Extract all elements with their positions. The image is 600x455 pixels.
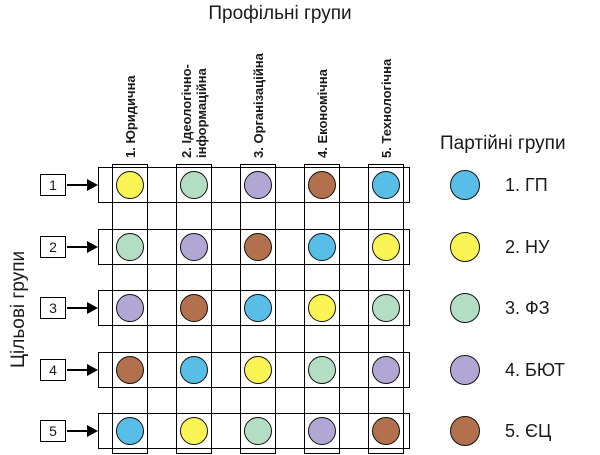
grid-row-rect (98, 167, 410, 203)
column-header: 5. Технологічна (379, 8, 394, 158)
grid-circle (116, 294, 144, 322)
grid-circle (180, 356, 208, 384)
grid-circle (372, 171, 400, 199)
column-header: 4. Економічна (315, 8, 330, 158)
row-label-box: 4 (40, 359, 66, 381)
row-arrow-line (67, 307, 88, 309)
grid-circle (372, 417, 400, 445)
legend-label: 2. НУ (505, 237, 550, 257)
column-header: 2. Ідеологічно-інформаційна (179, 8, 209, 158)
column-header-line: 3. Організаційна (250, 53, 266, 158)
row-label-box: 1 (40, 174, 66, 196)
legend-circle (450, 170, 480, 200)
grid-circle (180, 233, 208, 261)
grid-circle (244, 356, 272, 384)
grid-circle (116, 171, 144, 199)
row-arrow-line (67, 430, 88, 432)
grid-circle (116, 233, 144, 261)
grid-circle (244, 294, 272, 322)
column-header-line: 1. Юридична (122, 75, 138, 158)
grid-circle (308, 171, 336, 199)
row-arrow-line (67, 369, 88, 371)
legend-circle (450, 232, 480, 262)
legend-circle (450, 293, 480, 323)
column-header-line: інформаційна (194, 68, 209, 158)
row-arrow-line (67, 184, 88, 186)
row-label-box: 3 (40, 297, 66, 319)
grid-circle (308, 417, 336, 445)
grid-circle (308, 233, 336, 261)
grid-row-rect (98, 229, 410, 265)
column-header-line: 5. Технологічна (378, 58, 394, 158)
legend-label: 4. БЮТ (505, 360, 565, 380)
grid-circle (116, 356, 144, 384)
column-header: 1. Юридична (123, 8, 138, 158)
row-arrow-line (67, 246, 88, 248)
grid-row-rect (98, 352, 410, 388)
row-label: 2 (49, 239, 57, 255)
legend-circle (450, 355, 480, 385)
grid-circle (244, 417, 272, 445)
grid-circle (372, 356, 400, 384)
grid-circle (308, 294, 336, 322)
row-label: 5 (49, 423, 57, 439)
left-axis-title: Цільові групи (8, 250, 29, 368)
row-label: 4 (49, 362, 57, 378)
row-label: 3 (49, 300, 57, 316)
legend-label: 3. ФЗ (505, 298, 550, 318)
grid-circle (372, 294, 400, 322)
row-arrow-head (87, 364, 98, 376)
grid-circle (308, 356, 336, 384)
grid-circle (116, 417, 144, 445)
column-header-line: 2. Ідеологічно- (179, 64, 194, 158)
row-arrow-head (87, 179, 98, 191)
row-label: 1 (49, 177, 57, 193)
top-title: Профільні групи (208, 3, 352, 24)
grid-circle (180, 417, 208, 445)
legend-label: 5. ЄЦ (505, 421, 552, 441)
legend-label: 1. ГП (505, 175, 548, 195)
row-label-box: 5 (40, 420, 66, 442)
grid-row-rect (98, 290, 410, 326)
column-header: 3. Організаційна (251, 8, 266, 158)
grid-circle (244, 171, 272, 199)
legend-title: Партійні групи (440, 133, 566, 154)
grid-circle (180, 171, 208, 199)
row-arrow-head (87, 302, 98, 314)
grid-circle (372, 233, 400, 261)
row-arrow-head (87, 425, 98, 437)
grid-row-rect (98, 413, 410, 449)
grid-circle (244, 233, 272, 261)
column-header-line: 4. Економічна (314, 69, 330, 158)
row-label-box: 2 (40, 236, 66, 258)
grid-circle (180, 294, 208, 322)
legend-circle (450, 416, 480, 446)
row-arrow-head (87, 241, 98, 253)
